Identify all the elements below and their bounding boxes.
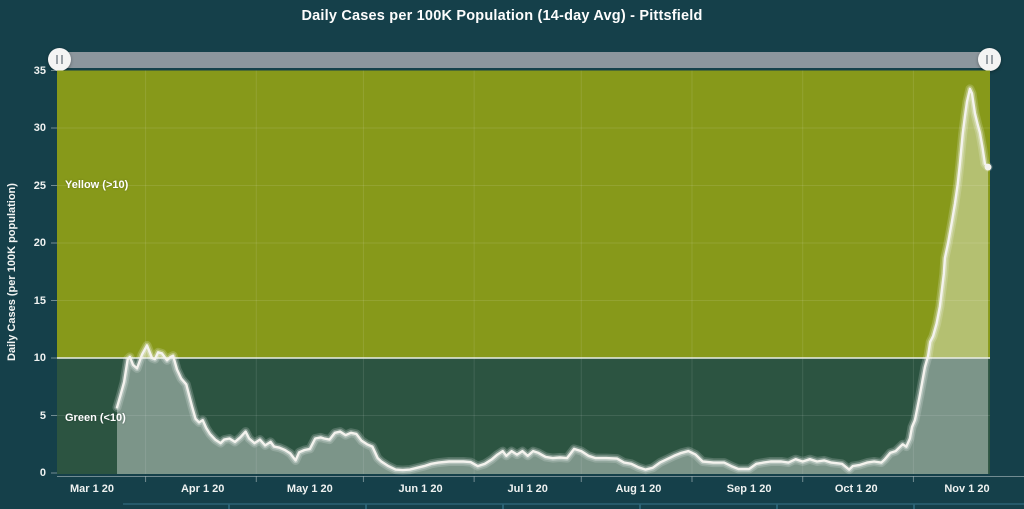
- x-axis-tick-label: Mar 1 20: [69, 483, 115, 495]
- x-axis-tick-label: Aug 1 20: [615, 483, 662, 495]
- grip-vertical-icon: [990, 55, 993, 64]
- y-axis-tick-label: 10: [33, 352, 46, 364]
- y-axis-tick-label: 15: [33, 294, 46, 307]
- grip-vertical-icon: [60, 55, 63, 64]
- y-axis-tick-label: 0: [39, 467, 46, 479]
- y-axis-tick-label: 35: [33, 64, 46, 77]
- x-axis-tick-label: Sep 1 20: [726, 483, 772, 495]
- x-axis-tick-label: Jul 1 20: [507, 483, 548, 495]
- time-range-slider-track[interactable]: [59, 52, 990, 68]
- x-axis-tick-label: Jun 1 20: [398, 483, 443, 495]
- yellow-zone-label: Yellow (>10): [65, 179, 129, 191]
- y-axis-tick-label: 30: [33, 122, 46, 134]
- y-axis-tick-label: 20: [33, 237, 46, 249]
- y-axis-tick-label: 25: [33, 179, 46, 192]
- x-axis-tick-label: May 1 20: [286, 483, 333, 495]
- y-axis-tick-label: 5: [39, 409, 46, 422]
- y-axis-title: Daily Cases (per 100K population): [6, 183, 18, 361]
- chart-title: Daily Cases per 100K Population (14-day …: [301, 8, 703, 24]
- x-axis-tick-label: Oct 1 20: [834, 483, 878, 495]
- series-line: [115, 87, 990, 472]
- series-end-point: [984, 163, 992, 171]
- x-axis-tick-label: Nov 1 20: [944, 483, 990, 495]
- time-range-slider-left-handle[interactable]: [48, 48, 71, 71]
- green-zone-label: Green (<10): [65, 412, 126, 424]
- series-area-fill: [117, 88, 989, 475]
- time-range-slider-right-handle[interactable]: [978, 48, 1001, 71]
- grip-vertical-icon: [56, 55, 59, 64]
- green-zone: [57, 358, 990, 474]
- yellow-zone: [57, 70, 990, 358]
- grip-vertical-icon: [986, 55, 989, 64]
- x-axis-tick-label: Apr 1 20: [180, 483, 225, 495]
